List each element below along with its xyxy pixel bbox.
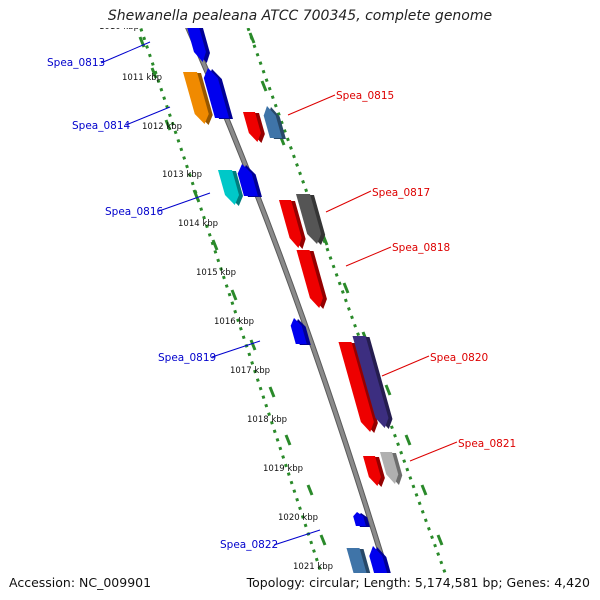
tick-mark <box>230 289 238 301</box>
gene-arrow[interactable] <box>346 548 372 600</box>
tick-track-right <box>246 28 447 573</box>
tick-label: 1020 kbp <box>278 513 318 523</box>
tick-label: 1013 kbp <box>162 170 202 180</box>
tick-mark <box>164 119 172 131</box>
map-labels: Spea_0813 Spea_0814 Spea_0815 Spea_0816 Spea… <box>47 41 516 551</box>
gene-leader-line <box>211 340 261 358</box>
gene-arrow[interactable] <box>352 336 389 428</box>
gene-leader-line <box>287 94 336 116</box>
tick-mark <box>249 339 257 351</box>
tick-mark <box>342 282 350 294</box>
gene-label[interactable]: Spea_0814 <box>72 120 131 132</box>
tick-label: 1015 kbp <box>196 268 236 278</box>
gene-arrow[interactable] <box>363 456 381 486</box>
gene-label[interactable]: Spea_0821 <box>458 438 516 450</box>
gene-arrow[interactable] <box>218 170 239 205</box>
gene-leader-line <box>273 529 321 546</box>
gene-label[interactable]: Spea_0813 <box>47 57 105 69</box>
gene-arrow[interactable] <box>296 194 322 244</box>
tick-mark <box>211 239 219 251</box>
tick-label: 1014 kbp <box>178 219 218 229</box>
gene-arrow[interactable] <box>237 164 258 196</box>
gene-leader-line <box>381 355 430 377</box>
tick-mark <box>384 384 392 396</box>
tick-mark <box>404 434 412 446</box>
tick-label: 1010 kbp <box>99 22 139 32</box>
gene-leader-line <box>325 190 372 213</box>
gene-arrow[interactable] <box>263 106 282 138</box>
gene-arrow[interactable] <box>279 200 302 248</box>
gene-leader-line <box>158 192 211 212</box>
genome-summary: Topology: circular; Length: 5,174,581 bp… <box>246 575 590 590</box>
gene-leader-line <box>125 106 171 126</box>
gene-label[interactable]: Spea_0822 <box>220 539 278 551</box>
tick-label: 1019 kbp <box>263 464 303 474</box>
gene-arrow[interactable] <box>369 546 394 600</box>
tick-mark <box>420 484 428 496</box>
tick-mark <box>268 386 276 398</box>
gene-arrow[interactable] <box>290 318 307 344</box>
gene-arrow[interactable] <box>243 112 261 142</box>
gene-label[interactable]: Spea_0818 <box>392 242 450 254</box>
gene-leader-line <box>100 41 151 64</box>
gene-arrow[interactable] <box>178 0 206 62</box>
map-title: Shewanella pealeana ATCC 700345, complet… <box>107 8 493 24</box>
gene-leader-line <box>409 441 458 462</box>
tick-label: 1018 kbp <box>247 415 287 425</box>
gene-arrow[interactable] <box>183 72 209 124</box>
tick-track-left <box>139 28 323 573</box>
tick-mark <box>150 67 158 79</box>
tick-label: 1012 kbp <box>142 122 182 132</box>
gene-label[interactable]: Spea_0816 <box>105 206 164 218</box>
tick-mark <box>306 484 314 496</box>
gene-label[interactable]: Spea_0817 <box>372 187 430 199</box>
accession-label: Accession: NC_009901 <box>9 575 152 590</box>
gene-arrow[interactable] <box>380 452 399 484</box>
gene-label[interactable]: Spea_0820 <box>430 352 488 364</box>
tick-label: 1017 kbp <box>230 366 270 376</box>
tick-mark <box>284 434 292 446</box>
tick-label: 1021 kbp <box>293 562 333 572</box>
map-tracks: 1010 kbp 1011 kbp 1012 kbp 1013 kbp 1014 kbp… <box>99 0 447 600</box>
tick-mark <box>436 534 444 546</box>
backbone-line <box>186 28 389 573</box>
gene-arrow[interactable] <box>296 250 323 308</box>
gene-arrow[interactable] <box>338 342 374 432</box>
tick-mark <box>248 32 256 44</box>
tick-mark <box>319 534 327 546</box>
tick-mark <box>192 189 200 201</box>
gene-leader-line <box>345 246 392 267</box>
gene-label[interactable]: Spea_0815 <box>336 90 394 102</box>
tick-label: 1011 kbp <box>122 73 162 83</box>
gene-arrow[interactable] <box>353 512 366 526</box>
tick-mark <box>260 80 268 92</box>
gene-arrow[interactable] <box>203 68 229 118</box>
tick-label: 1016 kbp <box>214 317 254 327</box>
gene-label[interactable]: Spea_0819 <box>158 352 216 364</box>
